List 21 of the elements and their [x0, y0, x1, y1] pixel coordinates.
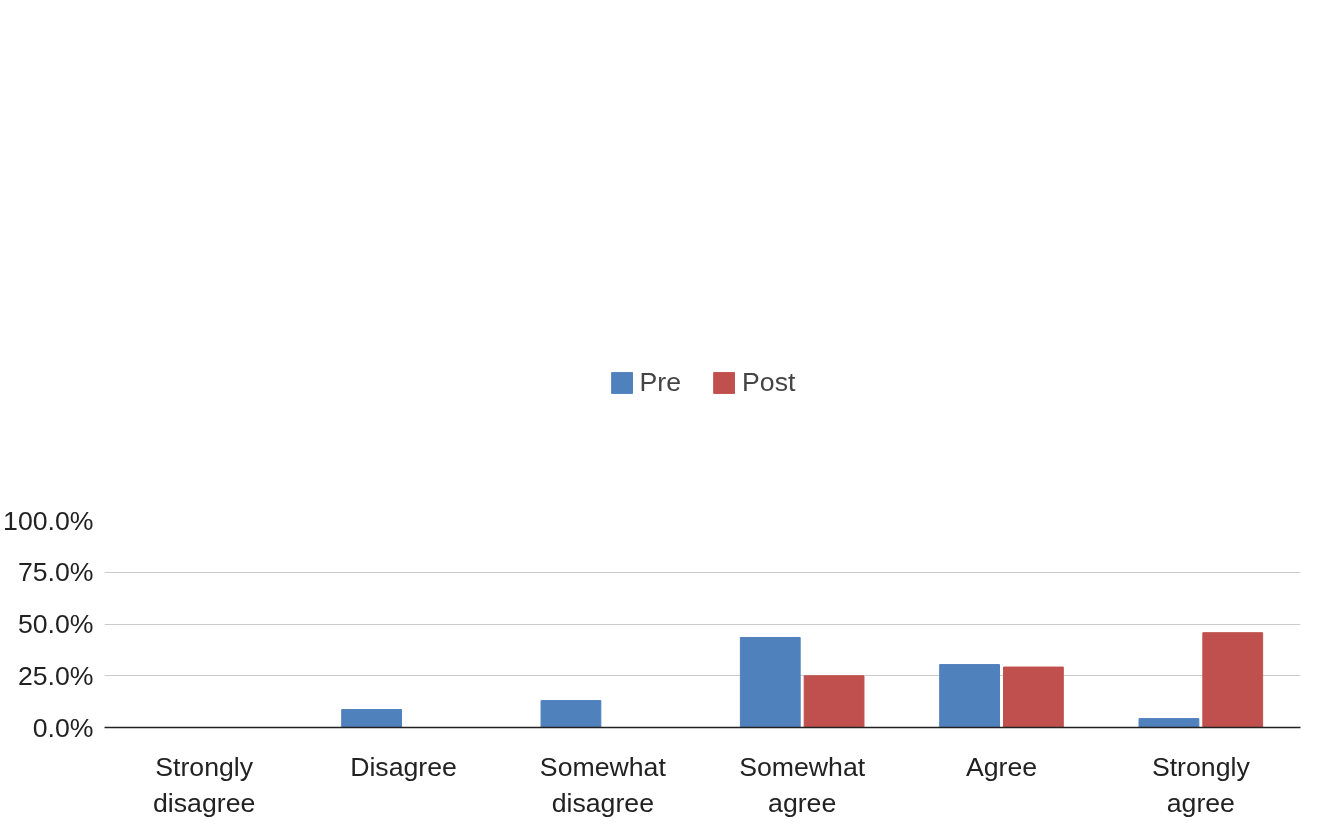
legend-label: Pre: [639, 366, 682, 398]
bar: [341, 708, 403, 728]
x-tick-label: Strongly disagree: [153, 751, 256, 818]
bar: [1202, 632, 1264, 728]
y-tick-label: 25.0%: [17, 660, 94, 691]
x-tick-label: Strongly agree: [1151, 751, 1251, 818]
x-tick-label: Agree: [965, 751, 1038, 782]
bar: [803, 675, 865, 728]
bar: [939, 664, 1001, 728]
x-tick-label: Disagree: [350, 751, 457, 782]
bar: [739, 636, 801, 728]
bar: [1002, 666, 1064, 728]
y-tick-label: 50.0%: [17, 609, 94, 639]
x-tick-label: Somewhat disagree: [539, 751, 667, 818]
bar: [540, 700, 602, 728]
y-tick-label: 75.0%: [17, 557, 94, 588]
y-tick-label: 100.0%: [3, 505, 94, 536]
legend-label: Post: [742, 366, 796, 398]
x-tick-label: Somewhat agree: [739, 751, 866, 818]
y-tick-label: 0.0%: [32, 712, 94, 743]
bar: [1138, 718, 1200, 728]
